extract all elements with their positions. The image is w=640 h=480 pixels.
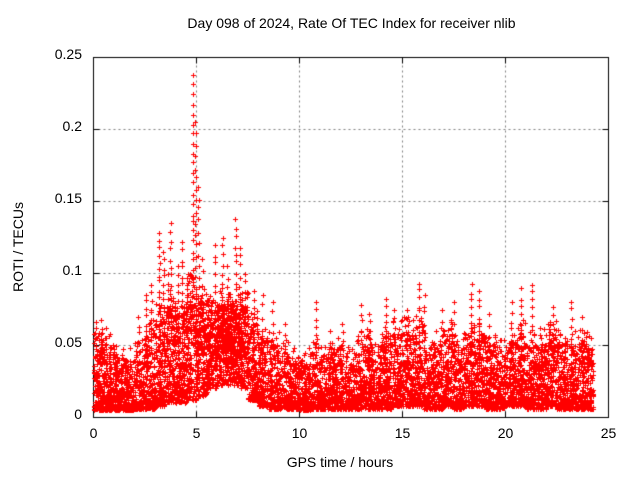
chart-title: Day 098 of 2024, Rate Of TEC Index for r… [187, 15, 516, 31]
y-tick-label: 0 [74, 405, 82, 422]
y-tick-label: 0.2 [62, 117, 82, 134]
x-tick-label: 5 [192, 425, 201, 441]
x-axis-label: GPS time / hours [286, 454, 394, 470]
y-tick-label: 0.1 [62, 261, 82, 278]
x-tick-label: 25 [600, 425, 617, 441]
x-tick-label: 20 [497, 425, 514, 441]
x-tick-label: 0 [89, 425, 98, 441]
y-axis-label: ROTI / TECUs [10, 202, 26, 292]
x-tick-label: 15 [394, 425, 411, 441]
y-tick-label: 0.15 [54, 189, 82, 206]
y-tick-label: 0.05 [54, 333, 82, 350]
y-tick-label: 0.25 [54, 45, 82, 62]
x-tick-label: 10 [291, 425, 308, 441]
